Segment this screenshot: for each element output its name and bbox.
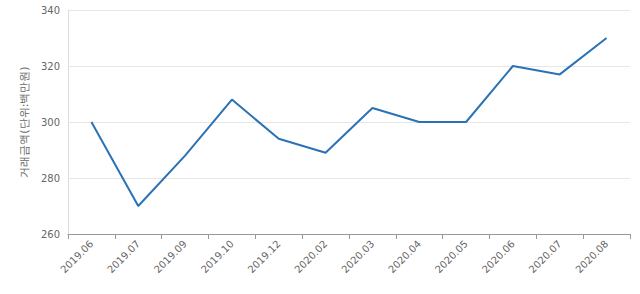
- svg-text:2020.05: 2020.05: [433, 238, 470, 275]
- svg-text:2019.10: 2019.10: [199, 238, 236, 275]
- svg-text:2019.07: 2019.07: [105, 238, 142, 275]
- svg-text:2020.06: 2020.06: [480, 238, 517, 275]
- svg-text:2020.04: 2020.04: [386, 238, 423, 275]
- svg-text:거래금액(단위:백만원): 거래금액(단위:백만원): [18, 66, 31, 177]
- svg-text:2019.12: 2019.12: [246, 238, 283, 275]
- svg-text:320: 320: [41, 61, 60, 72]
- svg-text:2020.08: 2020.08: [573, 238, 610, 275]
- svg-text:280: 280: [41, 173, 60, 184]
- svg-text:260: 260: [41, 229, 60, 240]
- svg-text:340: 340: [41, 5, 60, 16]
- svg-text:300: 300: [41, 117, 60, 128]
- svg-text:2020.02: 2020.02: [292, 238, 329, 275]
- svg-text:2020.07: 2020.07: [527, 238, 564, 275]
- svg-text:2019.09: 2019.09: [152, 238, 189, 275]
- svg-text:2020.03: 2020.03: [339, 238, 376, 275]
- svg-text:2019.06: 2019.06: [58, 238, 95, 275]
